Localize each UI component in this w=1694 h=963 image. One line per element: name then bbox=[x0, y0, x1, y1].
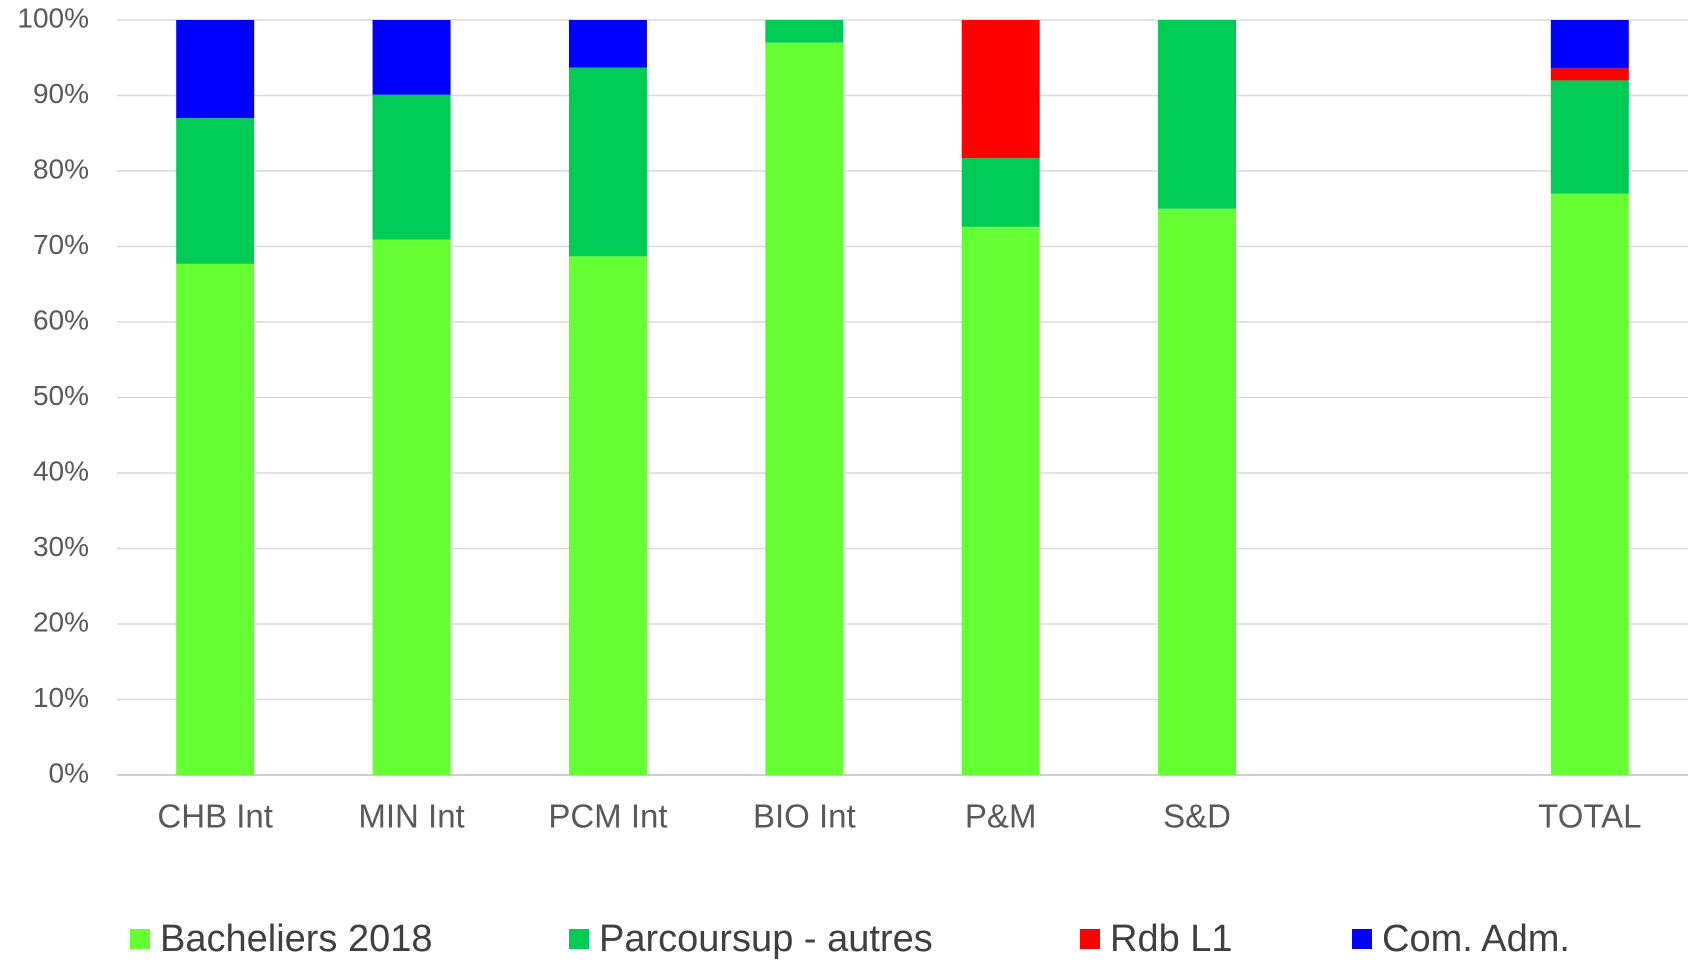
y-tick-label: 20% bbox=[33, 606, 89, 637]
legend-label: Parcoursup - autres bbox=[599, 918, 933, 960]
x-tick-label: CHB Int bbox=[157, 798, 273, 835]
bar-segment bbox=[568, 20, 647, 68]
bar-segment bbox=[372, 20, 451, 95]
x-tick-label: TOTAL bbox=[1538, 798, 1641, 835]
y-tick-label: 30% bbox=[33, 531, 89, 562]
bar-segment bbox=[176, 20, 255, 119]
legend-swatch bbox=[569, 929, 589, 949]
y-tick-label: 60% bbox=[33, 304, 89, 335]
x-tick-label: MIN Int bbox=[358, 798, 464, 835]
bar-segment bbox=[1550, 68, 1629, 81]
y-tick-label: 80% bbox=[33, 153, 89, 184]
y-tick-label: 10% bbox=[33, 682, 89, 713]
bar-segment bbox=[765, 42, 844, 775]
y-tick-label: 40% bbox=[33, 455, 89, 486]
legend-label: Bacheliers 2018 bbox=[160, 918, 433, 960]
bar-segment bbox=[765, 20, 844, 43]
legend-swatch bbox=[1352, 929, 1372, 949]
bar-segment bbox=[372, 94, 451, 240]
y-tick-label: 0% bbox=[49, 757, 89, 788]
bar-segment bbox=[176, 118, 255, 264]
legend-label: Com. Adm. bbox=[1382, 918, 1570, 960]
y-tick-label: 70% bbox=[33, 229, 89, 260]
bar-segment bbox=[568, 256, 647, 775]
legend-swatch bbox=[1080, 929, 1100, 949]
bar-segment bbox=[568, 67, 647, 257]
bar-segment bbox=[176, 263, 255, 775]
x-tick-label: BIO Int bbox=[753, 798, 856, 835]
bar-segment bbox=[372, 239, 451, 775]
bar-segment bbox=[1550, 20, 1629, 69]
y-tick-label: 50% bbox=[33, 380, 89, 411]
x-tick-label: S&D bbox=[1163, 798, 1231, 835]
bar-segment bbox=[961, 158, 1040, 227]
x-tick-label: P&M bbox=[965, 798, 1037, 835]
y-tick-label: 90% bbox=[33, 78, 89, 109]
legend-swatch bbox=[130, 929, 150, 949]
bar-segment bbox=[1550, 80, 1629, 194]
bar-segment bbox=[1158, 208, 1237, 775]
bar-segment bbox=[961, 226, 1040, 775]
bar-segment bbox=[961, 20, 1040, 159]
bar-segment bbox=[1158, 20, 1237, 209]
x-tick-label: PCM Int bbox=[548, 798, 667, 835]
y-tick-label: 100% bbox=[17, 2, 89, 33]
legend-label: Rdb L1 bbox=[1110, 918, 1233, 960]
bar-segment bbox=[1550, 193, 1629, 775]
